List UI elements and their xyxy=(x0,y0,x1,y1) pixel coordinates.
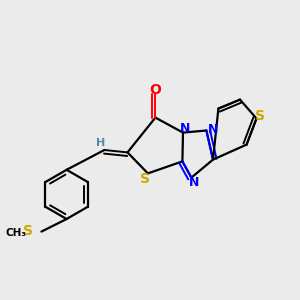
Text: N: N xyxy=(180,122,190,136)
Text: O: O xyxy=(149,83,161,97)
Text: CH₃: CH₃ xyxy=(5,228,26,238)
Text: H: H xyxy=(96,138,105,148)
Text: N: N xyxy=(208,122,218,136)
Text: N: N xyxy=(189,176,200,190)
Text: S: S xyxy=(255,109,265,122)
Text: S: S xyxy=(23,224,33,238)
Text: S: S xyxy=(140,172,150,186)
